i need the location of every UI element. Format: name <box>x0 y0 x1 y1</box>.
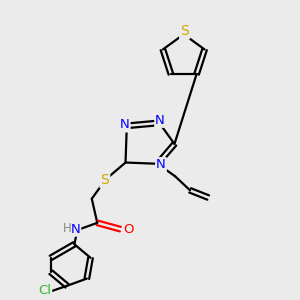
Text: O: O <box>123 223 133 236</box>
Text: N: N <box>70 223 80 236</box>
Text: S: S <box>100 173 109 187</box>
Text: N: N <box>156 158 166 171</box>
Text: S: S <box>180 24 189 38</box>
Text: N: N <box>120 118 130 131</box>
Text: Cl: Cl <box>38 284 51 297</box>
Text: N: N <box>155 114 165 127</box>
Text: H: H <box>62 222 71 235</box>
